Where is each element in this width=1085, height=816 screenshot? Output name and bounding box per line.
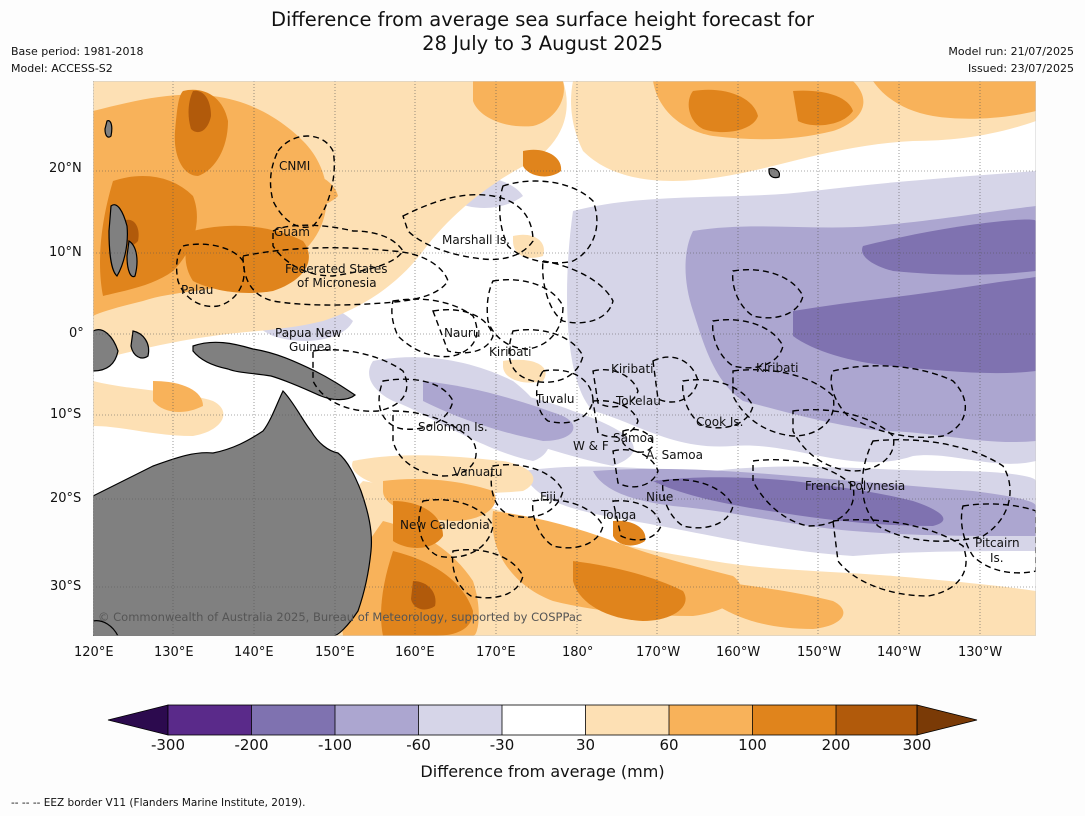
colorbar-bin: [418, 705, 502, 735]
chart-title-line-2: 28 July to 3 August 2025: [422, 32, 663, 55]
region-label: Pitcairn: [975, 536, 1020, 550]
base-period: Base period: 1981-2018: [11, 45, 144, 58]
lon-tick-170e: 170°E: [476, 645, 516, 660]
region-label: Tonga: [600, 508, 636, 522]
colorbar-tick: 200: [821, 736, 851, 754]
colorbar-tick: -300: [150, 736, 186, 754]
region-label: Tokelau: [615, 394, 661, 408]
region-label: Guinea: [289, 340, 332, 354]
meta-right: Model run: 21/07/2025 Issued: 23/07/2025: [948, 43, 1074, 77]
colorbar-bin: [836, 705, 917, 735]
meta-left: Base period: 1981-2018 Model: ACCESS-S2: [11, 43, 143, 77]
lon-tick-140e: 140°E: [234, 645, 274, 660]
issued-date: Issued: 23/07/2025: [967, 62, 1074, 75]
lon-tick-120e: 120°E: [74, 645, 114, 660]
colorbar-tick: 30: [575, 736, 596, 754]
lon-tick-150e: 150°E: [315, 645, 355, 660]
colorbar-bin: [502, 705, 586, 735]
colorbar-bin: [585, 705, 669, 735]
region-label: Cook Is.: [696, 415, 743, 429]
lat-tick-0: 0°: [69, 326, 84, 341]
lon-tick-130w: 130°W: [958, 645, 1003, 660]
colorbar-tick: -30: [489, 736, 515, 754]
colorbar-min-extension: [107, 704, 169, 736]
colorbar-bin: [251, 705, 335, 735]
region-label: CNMI: [279, 159, 310, 173]
region-label: Samoa: [613, 431, 654, 445]
region-label: New Caledonia: [400, 518, 490, 532]
lon-tick-160w: 160°W: [716, 645, 761, 660]
region-label: Kiribati: [756, 361, 798, 375]
graticule: [93, 81, 1036, 636]
model-run: Model run: 21/07/2025: [948, 45, 1074, 58]
lat-tick-20s: 20°S: [50, 491, 82, 506]
anomaly-dark-purple: [101, 124, 1036, 526]
region-label: Nauru: [444, 326, 480, 340]
region-label: Vanuatu: [453, 465, 503, 479]
lon-tick-130e: 130°E: [154, 645, 194, 660]
region-labels: CNMI Guam Marshall Is. Federated States …: [181, 159, 1020, 565]
landmasses: [93, 120, 780, 636]
region-label: Kiribati: [611, 362, 653, 376]
region-label: Marshall Is.: [442, 233, 510, 247]
colorbar: [107, 704, 978, 736]
region-label: A. Samoa: [646, 448, 703, 462]
colorbar-tick: -100: [317, 736, 353, 754]
model-name: Model: ACCESS-S2: [11, 62, 113, 75]
region-label: W & F: [573, 439, 609, 453]
sea-surface-height-map: CNMI Guam Marshall Is. Federated States …: [93, 81, 1036, 636]
region-label: Is.: [990, 551, 1004, 565]
region-label: Kiribati: [489, 345, 531, 359]
anomaly-dark-orange: [100, 89, 853, 636]
region-label: Solomon Is.: [418, 420, 488, 434]
colorbar-tick: -60: [406, 736, 431, 754]
region-label: Palau: [181, 283, 213, 297]
lon-tick-150w: 150°W: [797, 645, 842, 660]
lat-tick-10s: 10°S: [50, 407, 82, 422]
lon-tick-140w: 140°W: [877, 645, 922, 660]
lon-tick-160e: 160°E: [395, 645, 435, 660]
region-label: Guam: [274, 225, 310, 239]
region-label: Papua New: [275, 326, 342, 340]
region-label: French Polynesia: [805, 479, 905, 493]
colorbar-max-extension: [916, 704, 978, 736]
region-label: Fiji: [540, 490, 556, 504]
colorbar-bin: [335, 705, 419, 735]
colorbar-bin: [752, 705, 836, 735]
colorbar-bin: [168, 705, 252, 735]
colorbar-tick: -200: [234, 736, 269, 754]
region-label: Tuvalu: [535, 392, 575, 406]
copyright-notice: © Commonwealth of Australia 2025, Bureau…: [98, 610, 582, 624]
lat-tick-30s: 30°S: [50, 579, 82, 594]
region-label: Federated States: [285, 262, 387, 276]
eez-borders: [175, 135, 1036, 599]
region-label: Niue: [646, 490, 673, 504]
colorbar-title: Difference from average (mm): [420, 762, 665, 781]
colorbar-bin: [669, 705, 753, 735]
lat-tick-20n: 20°N: [49, 161, 82, 176]
lat-tick-10n: 10°N: [49, 245, 82, 260]
colorbar-tick: 60: [659, 736, 679, 754]
eez-footnote: -- -- -- EEZ border V11 (Flanders Marine…: [11, 797, 306, 809]
lon-tick-180: 180°: [562, 645, 594, 660]
colorbar-tick: 100: [738, 736, 767, 754]
region-label: of Micronesia: [297, 276, 377, 290]
chart-title-line-1: Difference from average sea surface heig…: [270, 8, 815, 31]
lon-tick-170w: 170°W: [636, 645, 681, 660]
colorbar-tick: 300: [902, 736, 932, 754]
